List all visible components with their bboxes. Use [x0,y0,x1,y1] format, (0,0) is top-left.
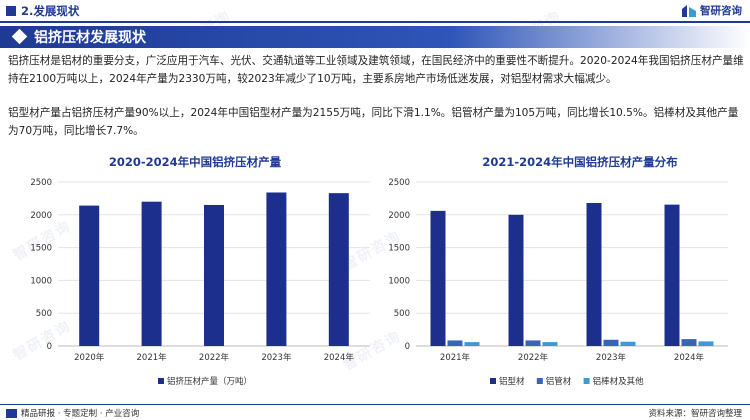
legend-label: 铝管材 [546,376,572,387]
y-tick-label: 2500 [30,178,52,188]
section-square-icon [6,6,16,16]
bar [508,214,524,346]
bar [525,340,541,346]
bar [698,341,714,346]
footer-tagline: 精品研报 · 专题定制 · 产业咨询 [21,409,140,419]
y-tick-label: 1000 [30,276,52,286]
bar [664,204,680,346]
bar [464,342,480,346]
bar [681,339,697,346]
legend-swatch [583,378,590,384]
x-tick-label: 2020年 [74,352,105,363]
y-tick-label: 0 [47,342,52,352]
x-tick-label: 2023年 [596,352,627,363]
brand: 智研咨询 [681,3,742,18]
chart-1-title: 2020-2024年中国铝挤压材产量 [108,155,282,169]
bar [204,204,224,346]
x-tick-label: 2024年 [674,352,705,363]
legend-swatch [490,378,496,384]
y-tick-label: 0 [405,342,410,352]
legend-label: 铝挤压材产量（万吨） [167,376,252,387]
y-tick-label: 1000 [388,276,410,286]
paragraph-2: 铝型材产量占铝挤压材产量90%以上，2024年中国铝型材产量为2155万吨，同比… [8,107,739,137]
y-tick-label: 1500 [388,244,410,254]
y-tick-label: 500 [394,309,410,319]
legend-label: 铝棒材及其他 [593,376,645,387]
top-divider [0,21,750,23]
x-tick-label: 2024年 [324,352,355,363]
bar [620,341,636,346]
x-tick-label: 2021年 [440,352,471,363]
footer: 精品研报 · 专题定制 · 产业咨询 资料来源：智研咨询整理 [0,404,750,420]
y-tick-label: 2500 [388,178,410,188]
chart-production: 0 500 1000 1500 2000 2500 2020年 2021年 2022年 2023年… [30,178,370,387]
y-tick-label: 2000 [30,211,52,221]
brand-logo-icon [682,4,696,17]
brand-name: 智研咨询 [700,5,742,17]
bar [603,339,619,346]
top-bar: 2.发展现状 智研咨询 [0,0,750,22]
y-tick-label: 1500 [30,244,52,254]
y-tick-label: 500 [36,309,52,319]
page-title: 铝挤压材发展现状 [34,30,146,46]
x-tick-label: 2022年 [199,352,230,363]
title-banner: 铝挤压材发展现状 [0,26,750,48]
bar [79,205,100,346]
bar [266,192,287,346]
book-icon [6,408,17,418]
bar [430,210,446,346]
chart-2-title: 2021-2024年中国铝挤压材产量分布 [482,155,678,169]
legend-label: 铝型材 [499,376,525,387]
x-tick-label: 2021年 [137,352,168,363]
legend-swatch [536,378,543,384]
paragraph-1: 铝挤压材是铝材的重要分支，广泛应用于汽车、光伏、交通轨道等工业领域及建筑领域，在… [8,55,744,85]
x-tick-label: 2022年 [518,352,549,363]
diamond-icon [11,28,28,45]
footer-left: 精品研报 · 专题定制 · 产业咨询 [6,407,139,419]
bar [542,342,558,346]
bar [328,193,349,346]
bar [586,202,602,346]
y-tick-label: 2000 [388,211,410,221]
x-tick-label: 2023年 [261,352,292,363]
section-label: 2.发展现状 [21,4,80,18]
legend-swatch [158,378,164,384]
footer-source: 资料来源：智研咨询整理 [648,409,742,419]
bar [141,201,162,346]
chart-distribution: 0 500 1000 1500 2000 2500 2021年 2022年 2023年 2024年… [388,178,728,387]
section-tag: 2.发展现状 [6,3,79,19]
bar [447,340,463,346]
